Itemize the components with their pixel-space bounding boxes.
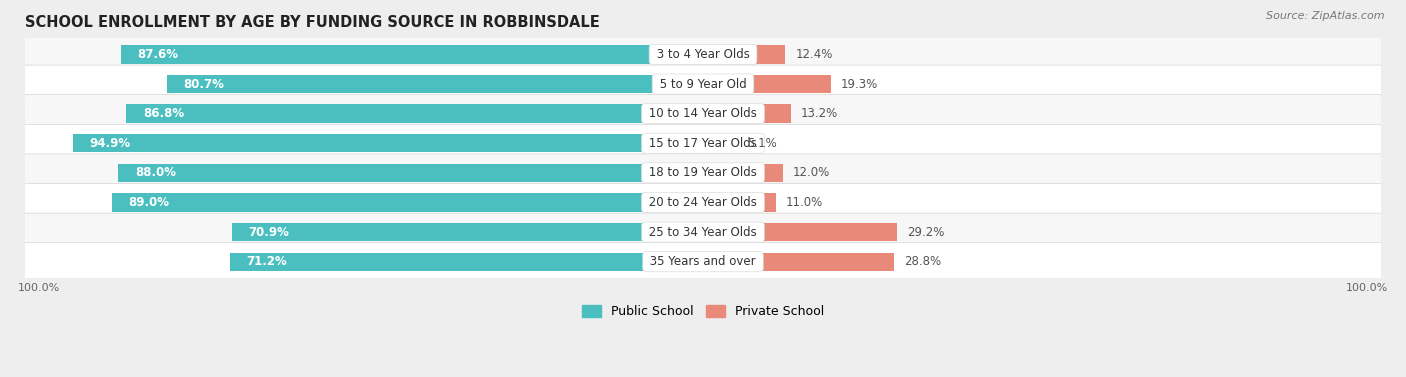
Bar — [703, 253, 894, 271]
Text: 28.8%: 28.8% — [904, 255, 942, 268]
Text: SCHOOL ENROLLMENT BY AGE BY FUNDING SOURCE IN ROBBINSDALE: SCHOOL ENROLLMENT BY AGE BY FUNDING SOUR… — [25, 15, 600, 30]
FancyBboxPatch shape — [24, 65, 1382, 103]
Bar — [118, 164, 703, 182]
Bar — [73, 134, 703, 152]
FancyBboxPatch shape — [24, 124, 1382, 162]
Text: 71.2%: 71.2% — [246, 255, 287, 268]
Bar — [167, 75, 703, 93]
Bar — [703, 193, 776, 211]
Bar — [121, 45, 703, 64]
Text: 3 to 4 Year Olds: 3 to 4 Year Olds — [652, 48, 754, 61]
Text: 13.2%: 13.2% — [800, 107, 838, 120]
Text: 12.4%: 12.4% — [796, 48, 832, 61]
Text: 29.2%: 29.2% — [907, 225, 945, 239]
Text: 35 Years and over: 35 Years and over — [647, 255, 759, 268]
Text: 10 to 14 Year Olds: 10 to 14 Year Olds — [645, 107, 761, 120]
Bar — [112, 193, 703, 211]
Text: 25 to 34 Year Olds: 25 to 34 Year Olds — [645, 225, 761, 239]
Text: 19.3%: 19.3% — [841, 78, 879, 90]
Bar — [127, 104, 703, 123]
Text: 87.6%: 87.6% — [138, 48, 179, 61]
Text: 5 to 9 Year Old: 5 to 9 Year Old — [655, 78, 751, 90]
Text: 88.0%: 88.0% — [135, 166, 176, 179]
Bar — [232, 223, 703, 241]
Bar — [703, 75, 831, 93]
Text: Source: ZipAtlas.com: Source: ZipAtlas.com — [1267, 11, 1385, 21]
Bar — [703, 45, 786, 64]
Text: 18 to 19 Year Olds: 18 to 19 Year Olds — [645, 166, 761, 179]
FancyBboxPatch shape — [24, 243, 1382, 280]
FancyBboxPatch shape — [24, 35, 1382, 74]
FancyBboxPatch shape — [24, 213, 1382, 251]
Text: 11.0%: 11.0% — [786, 196, 824, 209]
Bar — [703, 104, 790, 123]
Text: 89.0%: 89.0% — [128, 196, 169, 209]
Bar — [231, 253, 703, 271]
Legend: Public School, Private School: Public School, Private School — [576, 299, 830, 325]
Bar — [703, 164, 783, 182]
Text: 94.9%: 94.9% — [89, 137, 131, 150]
FancyBboxPatch shape — [24, 154, 1382, 192]
Text: 15 to 17 Year Olds: 15 to 17 Year Olds — [645, 137, 761, 150]
Text: 12.0%: 12.0% — [793, 166, 830, 179]
Text: 5.1%: 5.1% — [747, 137, 776, 150]
Text: 20 to 24 Year Olds: 20 to 24 Year Olds — [645, 196, 761, 209]
Bar — [703, 223, 897, 241]
FancyBboxPatch shape — [24, 95, 1382, 133]
Text: 80.7%: 80.7% — [184, 78, 225, 90]
FancyBboxPatch shape — [24, 184, 1382, 221]
Bar — [703, 134, 737, 152]
Text: 86.8%: 86.8% — [143, 107, 184, 120]
Text: 70.9%: 70.9% — [249, 225, 290, 239]
